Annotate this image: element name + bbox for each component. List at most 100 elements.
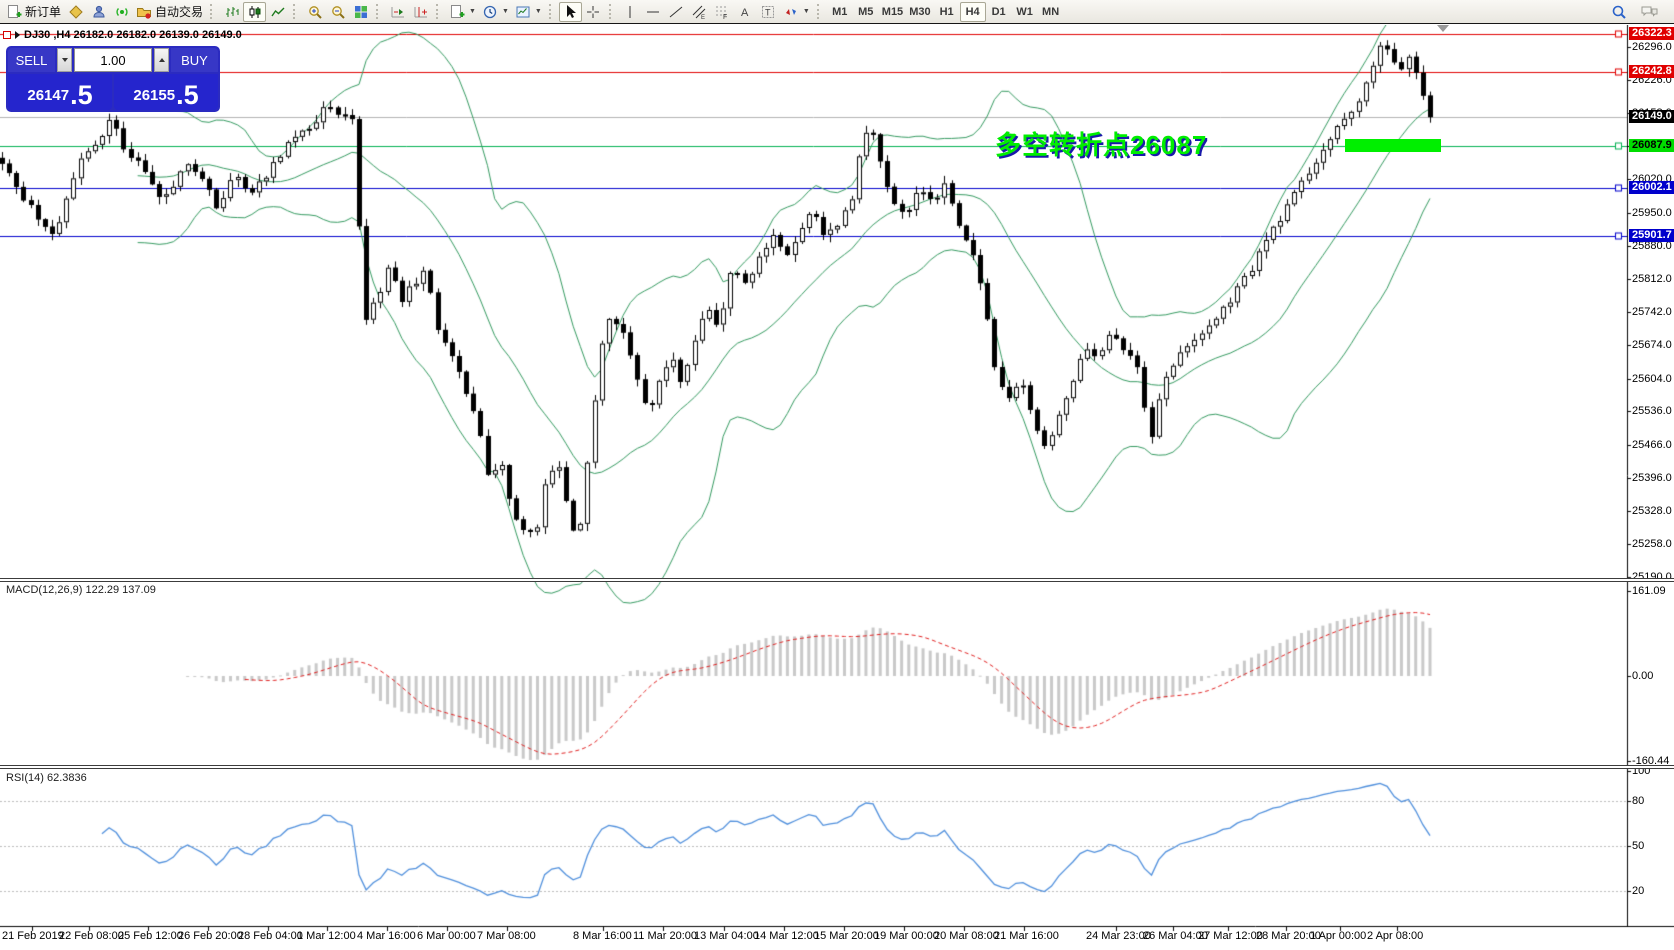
- zoom-in-button[interactable]: [303, 2, 326, 22]
- chart-shift-marker-icon[interactable]: [1437, 25, 1449, 32]
- time-axis-label: 6 Mar 00:00: [417, 930, 476, 942]
- equidistant-channel-button[interactable]: E: [688, 2, 711, 22]
- timeframe-h4-button[interactable]: H4: [959, 1, 986, 22]
- time-axis-label: 19 Mar 00:00: [874, 930, 939, 942]
- rsi-tick-label: 20: [1632, 885, 1645, 897]
- cursor-button[interactable]: [558, 1, 582, 22]
- arrows-icon: [783, 4, 799, 20]
- toolbar-grip: [548, 4, 555, 19]
- timeframe-m30-button[interactable]: M30: [906, 2, 933, 22]
- text-label-button[interactable]: T: [757, 2, 780, 22]
- profiles-button[interactable]: [64, 2, 87, 22]
- timeframe-m1-button[interactable]: M1: [827, 2, 853, 22]
- time-axis-label: 26 Mar 04:00: [1143, 930, 1208, 942]
- chart-title: DJ30 ,H4 26182.0 26182.0 26139.0 26149.0: [24, 29, 242, 41]
- price-tick-label: 25258.0: [1632, 538, 1672, 551]
- sell-button[interactable]: SELL: [8, 48, 55, 72]
- search-icon[interactable]: [1607, 2, 1630, 22]
- signal-button[interactable]: [110, 2, 133, 22]
- chevron-up-icon: [158, 58, 165, 62]
- candlestick-chart-icon: [247, 4, 263, 20]
- buy-button[interactable]: BUY: [171, 48, 218, 72]
- periods-button[interactable]: ▼: [479, 2, 512, 22]
- timeframe-w1-button[interactable]: W1: [1012, 2, 1038, 22]
- trendline-icon: [668, 4, 684, 20]
- time-axis-label: 26 Feb 20:00: [178, 930, 243, 942]
- auto-scroll-button[interactable]: [386, 2, 409, 22]
- time-axis-label: 21 Feb 2019: [2, 930, 64, 942]
- fibonacci-icon: F: [714, 4, 730, 20]
- text-button[interactable]: A: [734, 2, 757, 22]
- timeframe-label: M5: [858, 5, 874, 18]
- macd-tick-label: 161.09: [1632, 584, 1666, 597]
- macd-tick-label: 0.00: [1632, 670, 1654, 682]
- panel-divider[interactable]: [0, 765, 1674, 769]
- time-axis-label: 27 Mar 12:00: [1198, 930, 1263, 942]
- timeframe-m5-button[interactable]: M5: [853, 2, 879, 22]
- timeframe-label: H4: [965, 5, 980, 18]
- periods-icon: [482, 4, 498, 20]
- object-marker-icon: [3, 31, 11, 39]
- svg-text:E: E: [701, 15, 705, 20]
- volume-input[interactable]: [74, 48, 152, 72]
- new-order-button[interactable]: 新订单: [3, 2, 64, 22]
- bar-chart-button[interactable]: [220, 2, 243, 22]
- timeframe-m15-button[interactable]: M15: [879, 2, 906, 22]
- market-watch-button[interactable]: [87, 2, 110, 22]
- auto-trading-icon: [136, 4, 152, 20]
- time-axis-label: 7 Mar 08:00: [477, 930, 536, 942]
- trendline-button[interactable]: [665, 2, 688, 22]
- zoom-out-button[interactable]: [326, 2, 349, 22]
- macd-tick-label: -160.44: [1632, 754, 1670, 767]
- sell-price[interactable]: 26147.5: [8, 74, 112, 110]
- zoom-out-icon: [330, 4, 346, 20]
- chart-titlebar: DJ30 ,H4 26182.0 26182.0 26139.0 26149.0: [3, 28, 242, 42]
- chevron-down-icon: ▼: [802, 8, 810, 15]
- price-tick-label: 25604.0: [1632, 372, 1672, 385]
- timeframe-h1-button[interactable]: H1: [934, 2, 960, 22]
- buy-price[interactable]: 26155.5: [114, 74, 218, 110]
- toolbar-right: [1607, 2, 1671, 22]
- profiles-icon: [68, 4, 84, 20]
- rsi-indicator-label: RSI(14) 62.3836: [6, 772, 87, 784]
- line-chart-button[interactable]: [266, 2, 289, 22]
- market-watch-icon: [91, 4, 107, 20]
- cursor-icon: [562, 4, 578, 20]
- horizontal-line-button[interactable]: [642, 2, 665, 22]
- chat-icon[interactable]: [1637, 2, 1662, 22]
- timeframe-d1-button[interactable]: D1: [986, 2, 1012, 22]
- time-axis-label: 13 Mar 04:00: [694, 930, 759, 942]
- window-menu-icon[interactable]: [15, 31, 20, 39]
- crosshair-button[interactable]: [582, 2, 605, 22]
- price-tick-label: 25674.0: [1632, 338, 1672, 351]
- volume-increase-button[interactable]: [154, 48, 169, 72]
- time-axis-label: 15 Mar 20:00: [814, 930, 879, 942]
- volume-decrease-button[interactable]: [57, 48, 72, 72]
- arrows-button[interactable]: ▼: [780, 2, 813, 22]
- indicators-button[interactable]: ▼: [446, 2, 479, 22]
- tile-windows-button[interactable]: [349, 2, 372, 22]
- candlestick-chart-button[interactable]: [243, 1, 267, 22]
- text-icon: A: [737, 4, 753, 20]
- toolbar: 新订单 自动交易 ▼ ▼ ▼ E F A T ▼ M1 M5 M15 M30 H1 H4 D1 W1 MN: [0, 0, 1674, 24]
- vertical-line-button[interactable]: [619, 2, 642, 22]
- time-axis-label: 20 Mar 08:00: [934, 930, 999, 942]
- price-tick-label: 26296.0: [1632, 40, 1672, 53]
- price-tick-label: 25950.0: [1632, 206, 1672, 219]
- auto-trading-button[interactable]: 自动交易: [133, 2, 206, 22]
- timeframe-mn-button[interactable]: MN: [1038, 2, 1064, 22]
- tile-windows-icon: [353, 4, 369, 20]
- chart-canvas[interactable]: [0, 25, 1674, 950]
- fibonacci-button[interactable]: F: [711, 2, 734, 22]
- time-axis-label: 25 Feb 12:00: [118, 930, 183, 942]
- time-axis-label: 11 Mar 20:00: [633, 930, 698, 942]
- timeframe-label: MN: [1042, 5, 1060, 18]
- horizontal-line-icon: [645, 4, 661, 20]
- templates-icon: [515, 4, 531, 20]
- panel-divider[interactable]: [0, 578, 1674, 582]
- chart-shift-button[interactable]: [409, 2, 432, 22]
- new-order-icon: [6, 4, 22, 20]
- timeframe-label: M15: [881, 5, 904, 18]
- templates-button[interactable]: ▼: [512, 2, 545, 22]
- price-tick-label: 25812.0: [1632, 272, 1672, 285]
